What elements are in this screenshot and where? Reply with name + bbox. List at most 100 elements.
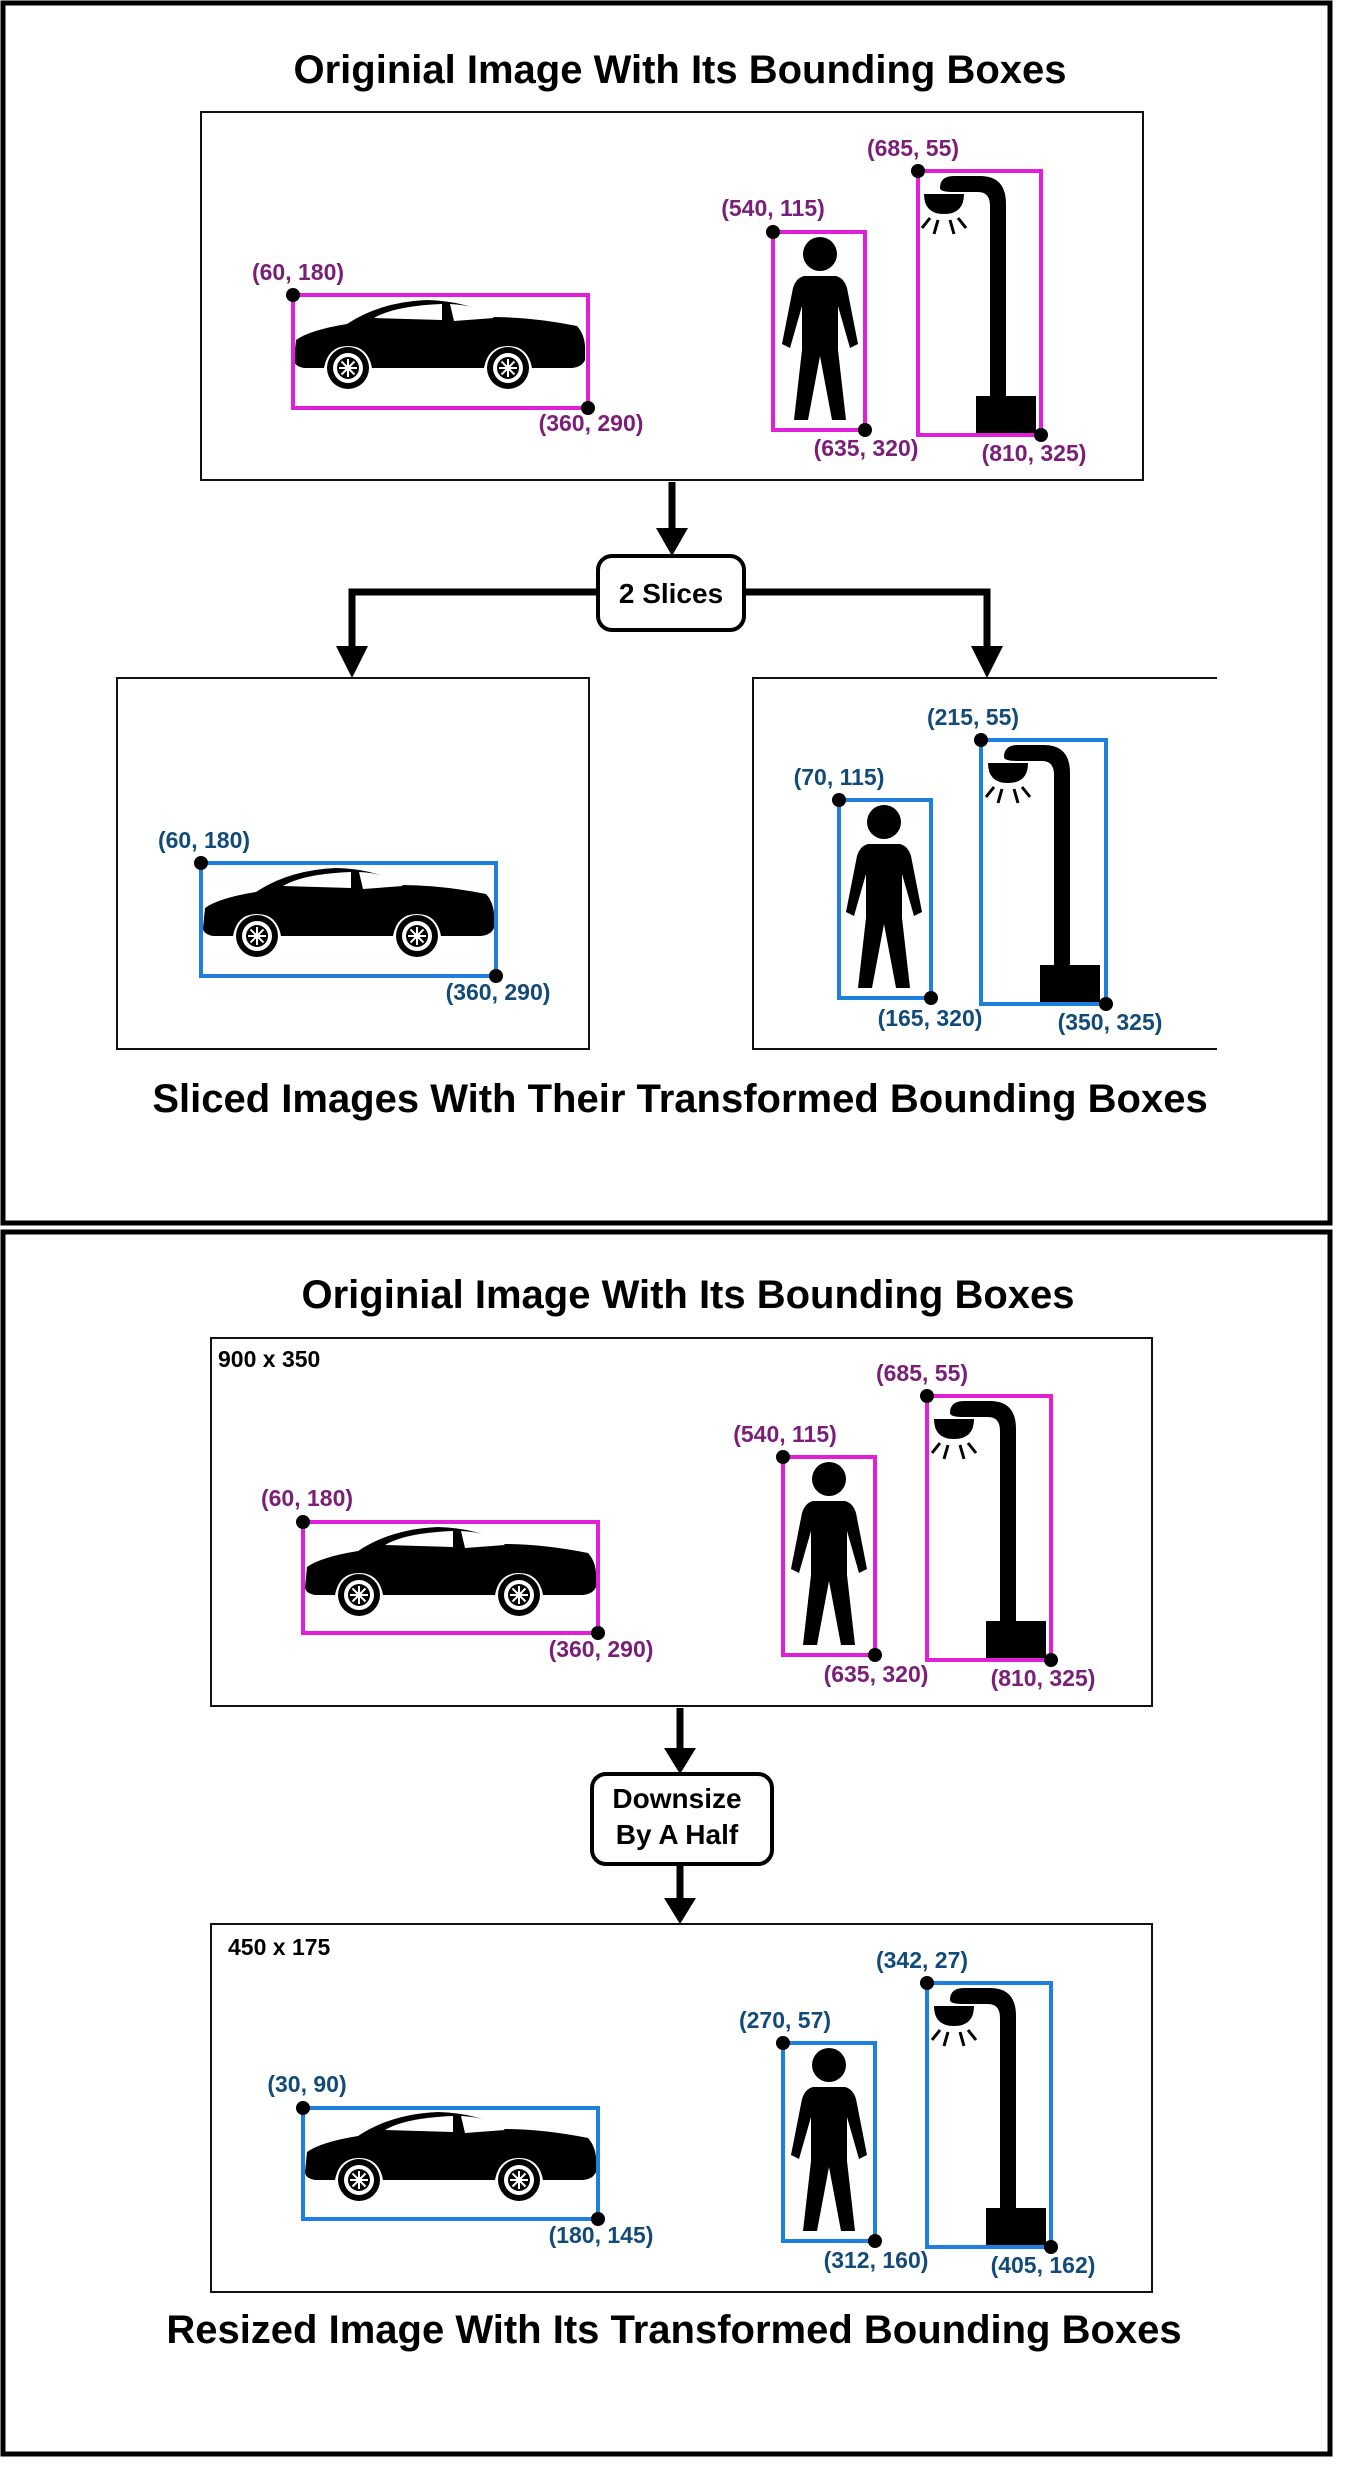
person-bounding-box bbox=[781, 1455, 877, 1657]
car-top-left-label: (30, 90) bbox=[267, 2071, 346, 2097]
lamp-bottom-right-label: (810, 325) bbox=[982, 440, 1087, 466]
bottom-right-point bbox=[1044, 2240, 1058, 2254]
top-left-point bbox=[920, 1389, 934, 1403]
bottom-right-point bbox=[1034, 428, 1048, 442]
person-object: (540, 115) (635, 320) bbox=[721, 195, 918, 461]
car-bounding-box bbox=[291, 293, 590, 410]
person-bounding-box bbox=[781, 2041, 877, 2243]
arrowhead bbox=[664, 1898, 696, 1924]
person-top-left-label: (270, 57) bbox=[739, 2007, 831, 2033]
lamp-bottom-right-label: (405, 162) bbox=[991, 2252, 1096, 2278]
slice-flow: 2 Slices bbox=[336, 482, 1003, 678]
slice-left-panel: (60, 180) (360, 290) bbox=[116, 677, 590, 1050]
bottom-right-point bbox=[1099, 997, 1113, 1011]
person-bottom-right-label: (635, 320) bbox=[814, 435, 919, 461]
arrowhead bbox=[664, 1748, 696, 1774]
section-border bbox=[0, 1229, 1333, 2457]
car-bounding-box bbox=[301, 1520, 600, 1635]
lamp-top-left-label: (342, 27) bbox=[876, 1947, 968, 1973]
person-object: (70, 115) (165, 320) bbox=[794, 764, 983, 1031]
lamp-top-left-label: (685, 55) bbox=[876, 1360, 968, 1386]
lamp-top-left-label: (215, 55) bbox=[927, 704, 1019, 730]
person-bounding-box bbox=[837, 798, 933, 1000]
car-object: (60, 180) (360, 290) bbox=[261, 1485, 653, 1662]
section-title: Originial Image With Its Bounding Boxes bbox=[301, 1273, 1074, 1317]
lamp-object: (342, 27) (405, 162) bbox=[876, 1947, 1095, 2278]
top-left-point bbox=[911, 164, 925, 178]
top-left-point bbox=[296, 2101, 310, 2115]
person-bounding-box bbox=[771, 230, 867, 432]
resized-image-panel: 450 x 175 (30, 90) (180, 145) (270, 57) … bbox=[210, 1923, 1153, 2293]
car-top-left-label: (60, 180) bbox=[261, 1485, 353, 1511]
person-object: (540, 115) (635, 320) bbox=[733, 1421, 928, 1687]
person-bottom-right-label: (312, 160) bbox=[824, 2247, 929, 2273]
car-bottom-right-label: (360, 290) bbox=[446, 979, 551, 1005]
resizing-section: Originial Image With Its Bounding Boxes … bbox=[0, 1229, 1333, 2457]
bottom-right-point bbox=[581, 401, 595, 415]
flow-edge-right bbox=[744, 588, 991, 652]
section-title: Originial Image With Its Bounding Boxes bbox=[293, 48, 1066, 92]
lamp-bounding-box bbox=[979, 738, 1108, 1006]
top-left-point bbox=[974, 733, 988, 747]
car-object: (60, 180) (360, 290) bbox=[158, 827, 550, 1005]
bottom-right-point bbox=[591, 1626, 605, 1640]
person-top-left-label: (70, 115) bbox=[794, 764, 885, 790]
section-border bbox=[0, 0, 1333, 1226]
slice-right-panel: (70, 115) (165, 320) (215, 55) (350, 325… bbox=[752, 677, 1217, 1050]
top-left-point bbox=[776, 1450, 790, 1464]
lamp-bottom-right-label: (810, 325) bbox=[991, 1665, 1096, 1691]
bottom-right-point bbox=[1044, 1653, 1058, 1667]
lamp-object: (685, 55) (810, 325) bbox=[867, 135, 1086, 466]
top-left-point bbox=[296, 1515, 310, 1529]
person-object: (270, 57) (312, 160) bbox=[739, 2007, 928, 2273]
flow-edge-left bbox=[348, 588, 598, 652]
car-bottom-right-label: (180, 145) bbox=[549, 2222, 654, 2248]
slicing-section: Originial Image With Its Bounding Boxes … bbox=[0, 0, 1333, 1226]
car-bounding-box bbox=[301, 2106, 600, 2221]
operation-node bbox=[590, 1772, 774, 1866]
person-bottom-right-label: (165, 320) bbox=[878, 1005, 983, 1031]
top-left-point bbox=[832, 793, 846, 807]
top-left-point bbox=[920, 1976, 934, 1990]
lamp-object: (685, 55) (810, 325) bbox=[876, 1360, 1095, 1691]
operation-label: 2 Slices bbox=[619, 578, 723, 609]
top-left-point bbox=[286, 288, 300, 302]
car-top-left-label: (60, 180) bbox=[252, 259, 344, 285]
section-caption: Sliced Images With Their Transformed Bou… bbox=[152, 1077, 1207, 1121]
resize-flow: Downsize By A Half bbox=[590, 1708, 774, 1924]
image-size-label: 900 x 350 bbox=[218, 1346, 320, 1372]
image-frame bbox=[752, 677, 1217, 1050]
lamp-bounding-box bbox=[925, 1394, 1053, 1662]
arrowhead bbox=[656, 528, 688, 556]
section-caption: Resized Image With Its Transformed Bound… bbox=[166, 2308, 1181, 2352]
person-bottom-right-label: (635, 320) bbox=[824, 1661, 929, 1687]
image-size-label: 450 x 175 bbox=[228, 1934, 331, 1960]
operation-label-line1: Downsize bbox=[612, 1783, 741, 1814]
lamp-top-left-label: (685, 55) bbox=[867, 135, 959, 161]
lamp-bottom-right-label: (350, 325) bbox=[1058, 1009, 1163, 1035]
top-left-point bbox=[194, 856, 208, 870]
car-bottom-right-label: (360, 290) bbox=[539, 410, 644, 436]
bottom-right-point bbox=[858, 423, 872, 437]
lamp-object: (215, 55) (350, 325) bbox=[927, 704, 1162, 1035]
bottom-right-point bbox=[489, 969, 503, 983]
top-left-point bbox=[776, 2036, 790, 2050]
bottom-right-point bbox=[591, 2212, 605, 2226]
bottom-right-point bbox=[924, 991, 938, 1005]
car-object: (30, 90) (180, 145) bbox=[267, 2071, 653, 2248]
arrowhead bbox=[336, 646, 368, 678]
car-top-left-label: (60, 180) bbox=[158, 827, 250, 853]
bottom-right-point bbox=[868, 2234, 882, 2248]
arrowhead bbox=[971, 646, 1003, 678]
original-image-panel: (60, 180) (360, 290) (540, 115) (635, 32… bbox=[200, 111, 1144, 481]
operation-label-line2: By A Half bbox=[616, 1819, 739, 1850]
person-top-left-label: (540, 115) bbox=[733, 1421, 837, 1447]
lamp-bounding-box bbox=[925, 1981, 1053, 2249]
top-left-point bbox=[766, 225, 780, 239]
original-image-panel: 900 x 350 (60, 180) (360, 290) (540, 115… bbox=[210, 1337, 1153, 1707]
lamp-bounding-box bbox=[916, 169, 1043, 437]
car-bottom-right-label: (360, 290) bbox=[549, 1636, 654, 1662]
car-bounding-box bbox=[199, 861, 498, 978]
car-object: (60, 180) (360, 290) bbox=[252, 259, 643, 436]
